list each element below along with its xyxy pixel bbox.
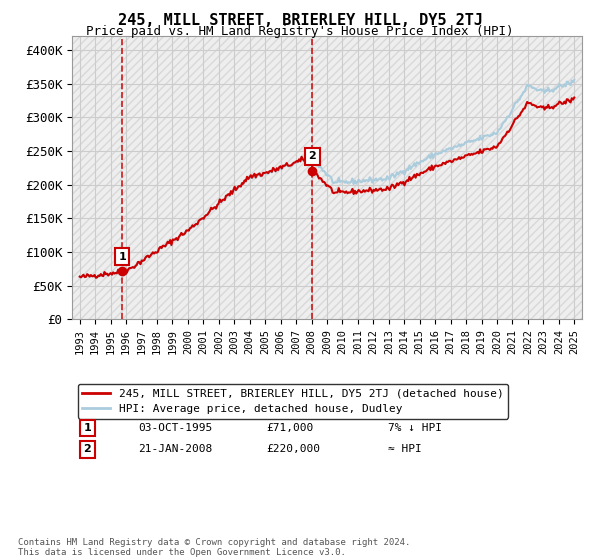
- Text: Price paid vs. HM Land Registry's House Price Index (HPI): Price paid vs. HM Land Registry's House …: [86, 25, 514, 38]
- Text: 03-OCT-1995: 03-OCT-1995: [139, 423, 212, 433]
- Text: 2: 2: [308, 151, 316, 161]
- Legend: 245, MILL STREET, BRIERLEY HILL, DY5 2TJ (detached house), HPI: Average price, d: 245, MILL STREET, BRIERLEY HILL, DY5 2TJ…: [77, 384, 508, 418]
- Text: 21-JAN-2008: 21-JAN-2008: [139, 444, 212, 454]
- Text: ≈ HPI: ≈ HPI: [388, 444, 422, 454]
- Text: 1: 1: [118, 251, 126, 262]
- Text: 1: 1: [83, 423, 91, 433]
- Text: Contains HM Land Registry data © Crown copyright and database right 2024.
This d: Contains HM Land Registry data © Crown c…: [18, 538, 410, 557]
- Text: £71,000: £71,000: [266, 423, 313, 433]
- Text: 2: 2: [83, 444, 91, 454]
- Text: 245, MILL STREET, BRIERLEY HILL, DY5 2TJ: 245, MILL STREET, BRIERLEY HILL, DY5 2TJ: [118, 13, 482, 28]
- Text: 7% ↓ HPI: 7% ↓ HPI: [388, 423, 442, 433]
- Text: £220,000: £220,000: [266, 444, 320, 454]
